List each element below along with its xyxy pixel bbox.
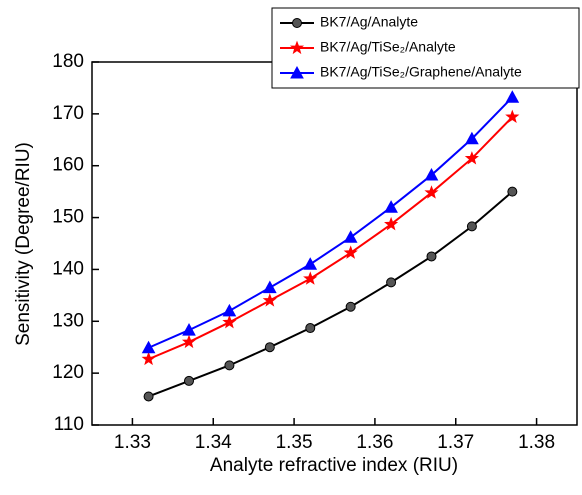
y-tick-label: 120 [52, 362, 84, 383]
marker [466, 221, 477, 232]
legend-marker [292, 18, 302, 28]
x-tick-label: 1.35 [276, 432, 313, 453]
marker [262, 280, 277, 294]
marker [343, 245, 358, 259]
legend-marker [289, 40, 305, 55]
marker [303, 257, 318, 270]
x-tick-label: 1.34 [195, 432, 232, 453]
marker [505, 90, 520, 103]
series-line [148, 190, 513, 398]
marker [426, 251, 437, 262]
marker [384, 200, 398, 213]
marker [224, 360, 235, 371]
marker [507, 186, 518, 197]
marker [184, 375, 194, 386]
marker [181, 334, 197, 349]
y-axis-label: Sensitivity (Degree/RIU) [13, 142, 34, 346]
marker [384, 216, 399, 231]
marker [465, 131, 479, 145]
legend-box [271, 7, 580, 89]
marker [264, 342, 275, 353]
marker [305, 323, 316, 334]
marker [303, 271, 318, 285]
plot-frame [91, 61, 578, 426]
marker [182, 323, 196, 336]
x-tick-label: 1.36 [356, 432, 393, 453]
y-tick-label: 180 [52, 51, 84, 72]
marker [505, 109, 520, 123]
marker [386, 277, 397, 288]
x-tick-label: 1.33 [114, 432, 151, 453]
marker [262, 293, 277, 307]
y-tick-label: 110 [54, 414, 84, 435]
legend-label: BK7/Ag/TiSe₂/Analyte [320, 39, 456, 55]
marker [345, 301, 356, 312]
legend-label: BK7/Ag/TiSe₂/Graphene/Analyte [320, 64, 522, 80]
y-tick-label: 140 [52, 258, 84, 279]
marker [424, 168, 439, 181]
legend-label: BK7/Ag/Analyte [320, 14, 418, 30]
marker [424, 185, 439, 199]
marker [464, 151, 479, 165]
y-tick-label: 130 [52, 310, 84, 331]
y-tick-label: 150 [52, 207, 84, 228]
marker [141, 351, 156, 366]
series-line [148, 116, 514, 361]
x-tick-label: 1.37 [437, 432, 474, 453]
series-line [148, 96, 514, 349]
marker [343, 230, 358, 243]
marker [143, 391, 154, 402]
y-tick-label: 170 [52, 103, 84, 124]
marker [141, 340, 156, 354]
x-axis-label: Analyte refractive index (RIU) [210, 455, 458, 476]
marker [222, 303, 237, 317]
marker [222, 314, 237, 329]
x-tick-label: 1.38 [518, 432, 555, 453]
y-tick-label: 160 [52, 155, 84, 176]
legend-marker [290, 65, 304, 79]
